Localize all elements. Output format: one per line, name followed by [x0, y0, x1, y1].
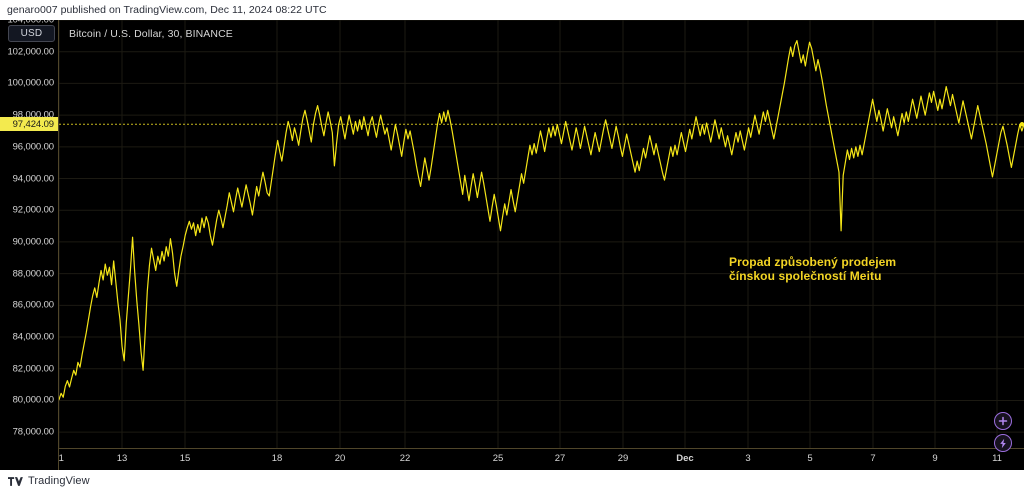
price-series-line [59, 40, 1024, 401]
price-tick-label: 100,000.00 [7, 77, 54, 89]
time-tick-label: 5 [807, 453, 813, 464]
time-tick-label: Dec [676, 453, 694, 464]
time-tick-label: 27 [554, 453, 566, 464]
time-tick-label: 9 [932, 453, 938, 464]
time-tick-label: 13 [116, 453, 128, 464]
add-indicator-button[interactable] [994, 412, 1012, 430]
price-chart-svg [59, 20, 1024, 448]
tradingview-logo-text: TradingView [28, 475, 90, 487]
currency-badge[interactable]: USD [8, 25, 55, 42]
vertical-gridlines [59, 20, 998, 448]
time-tick-label: 15 [179, 453, 191, 464]
symbol-legend: Bitcoin / U.S. Dollar, 30, BINANCE [69, 28, 233, 40]
price-tick-label: 98,000.00 [12, 109, 54, 121]
price-tick-label: 86,000.00 [12, 299, 54, 311]
price-scale[interactable]: USD 104,000.00 102,000.00 100,000.00 98,000… [0, 20, 59, 470]
time-tick-label: 20 [334, 453, 346, 464]
time-tick-label: 3 [745, 453, 751, 464]
plus-circle-icon [998, 416, 1008, 426]
price-tick-label: 88,000.00 [12, 268, 54, 280]
chart-annotation: Propad způsobený prodejem čínskou společ… [729, 255, 896, 283]
price-tick-label: 84,000.00 [12, 331, 54, 343]
create-alert-button[interactable] [994, 434, 1012, 452]
chart-window: Bitcoin / U.S. Dollar, 30, BINANCE Propa… [0, 20, 1024, 470]
annotation-line-2: čínskou společností Meitu [729, 269, 882, 283]
published-bar: genaro007 published on TradingView.com, … [0, 0, 1024, 20]
footer-bar: TradingView [0, 470, 1024, 492]
time-scale[interactable]: 11 13 15 18 20 22 25 27 29 Dec 3 5 7 9 11 [0, 448, 1024, 470]
horizontal-gridlines [59, 20, 1024, 433]
lightning-bolt-icon [1000, 438, 1006, 448]
price-tick-label: 102,000.00 [7, 46, 54, 58]
time-tick-label: 11 [54, 453, 64, 464]
last-price-badge: 97,424.09 [0, 117, 58, 132]
time-tick-label: 7 [870, 453, 876, 464]
last-price-dot [1019, 122, 1024, 127]
price-tick-label: 80,000.00 [12, 394, 54, 406]
tradingview-logo-icon [8, 476, 23, 486]
price-tick-label: 92,000.00 [12, 204, 54, 216]
plot-area[interactable] [59, 20, 1024, 448]
currency-badge-label: USD [20, 28, 43, 39]
price-tick-label: 90,000.00 [12, 236, 54, 248]
time-tick-label: 29 [617, 453, 629, 464]
price-tick-label: 96,000.00 [12, 141, 54, 153]
time-tick-label: 22 [399, 453, 411, 464]
price-tick-label: 78,000.00 [12, 426, 54, 438]
published-text: genaro007 published on TradingView.com, … [7, 4, 327, 16]
time-tick-label: 18 [271, 453, 283, 464]
last-price-value: 97,424.09 [12, 118, 54, 130]
price-tick-label: 94,000.00 [12, 173, 54, 185]
time-tick-label: 11 [992, 453, 1002, 464]
price-tick-label: 82,000.00 [12, 363, 54, 375]
time-tick-label: 25 [492, 453, 504, 464]
annotation-line-1: Propad způsobený prodejem [729, 255, 897, 269]
price-tick-label: 104,000.00 [7, 20, 54, 26]
